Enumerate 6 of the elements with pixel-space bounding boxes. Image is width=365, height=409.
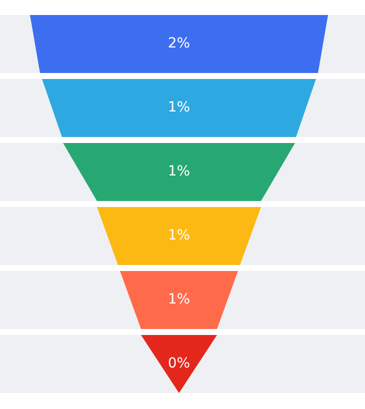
data-label: 1% [168,164,190,180]
data-label: 2% [168,36,190,52]
data-label: 1% [168,292,190,308]
data-label: 0% [168,356,190,372]
data-label: 1% [168,100,190,116]
data-label: 1% [168,228,190,244]
